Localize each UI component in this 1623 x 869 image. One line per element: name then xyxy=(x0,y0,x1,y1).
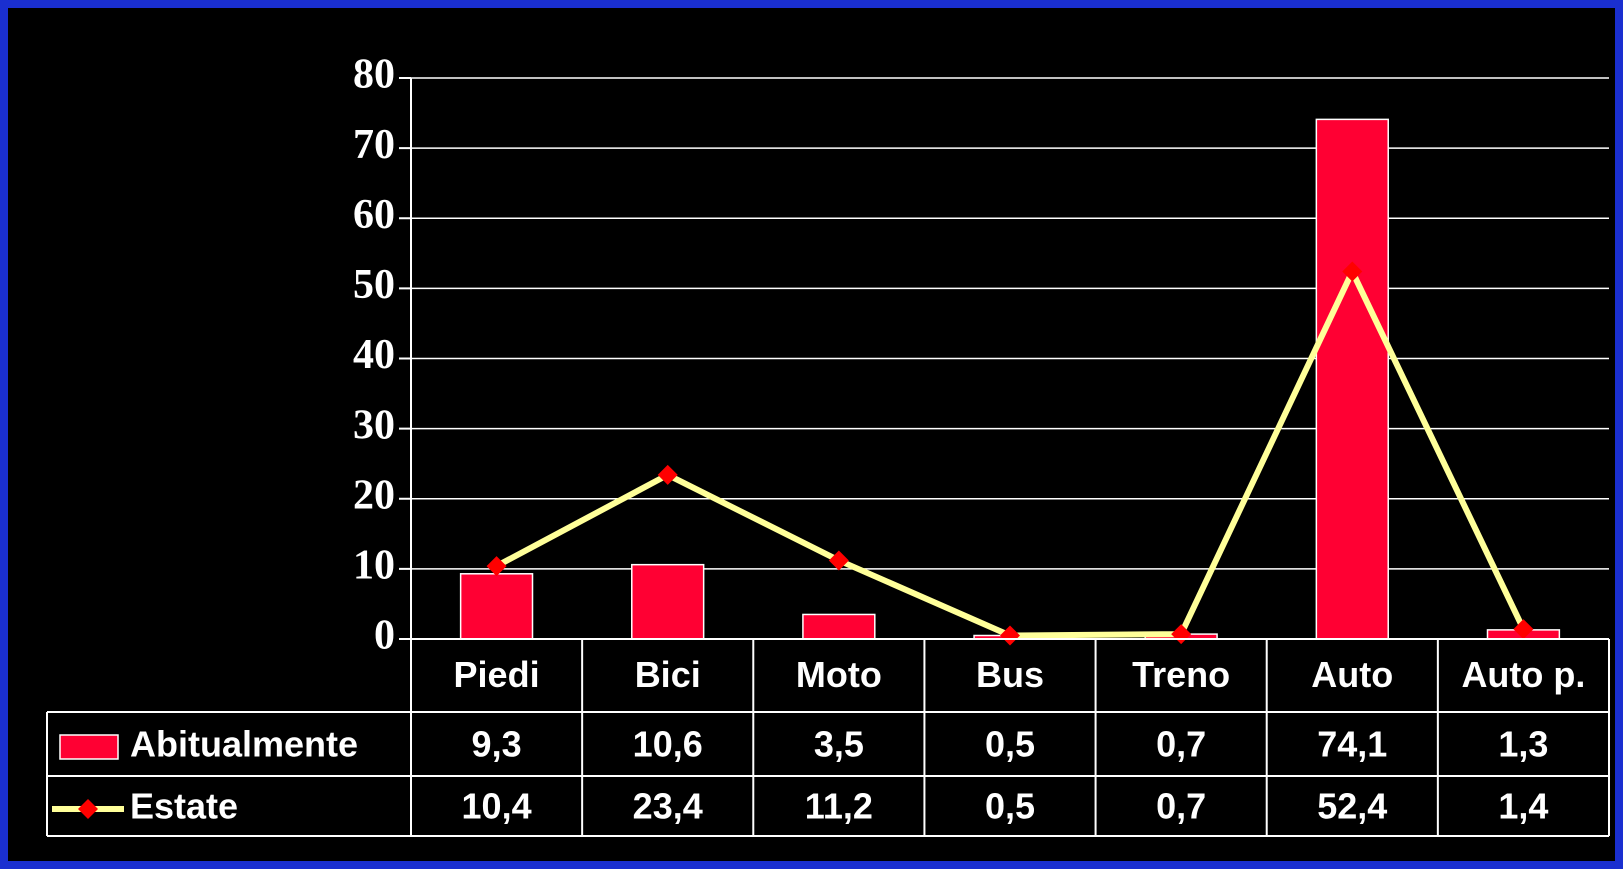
y-tick-label: 70 xyxy=(353,122,395,168)
marker xyxy=(1342,261,1363,282)
bar xyxy=(459,573,534,640)
marker xyxy=(1513,619,1534,640)
y-tick-label: 80 xyxy=(353,52,395,98)
marker xyxy=(486,556,507,577)
marker xyxy=(828,550,849,571)
marker xyxy=(657,464,678,485)
data-label: 9,3 xyxy=(472,724,522,765)
y-tick-label: 40 xyxy=(353,332,395,378)
y-tick-label: 10 xyxy=(353,543,395,589)
bar xyxy=(1315,118,1389,640)
data-label: 74,1 xyxy=(1317,724,1387,765)
data-label: 1,3 xyxy=(1498,724,1548,765)
data-label: 0,7 xyxy=(1156,786,1206,827)
x-tick-label: Bici xyxy=(635,654,701,695)
x-tick-label: Moto xyxy=(796,654,882,695)
legend-label: Estate xyxy=(130,786,238,827)
data-label: 3,5 xyxy=(814,724,864,765)
data-label: 0,5 xyxy=(985,724,1035,765)
data-label: 11,2 xyxy=(805,786,873,827)
data-label: 10,4 xyxy=(462,786,532,827)
legend-label: Abitualmente xyxy=(130,724,358,765)
data-label: 0,5 xyxy=(985,786,1035,827)
x-tick-label: Bus xyxy=(976,654,1044,695)
data-label: 10,6 xyxy=(633,724,703,765)
data-label: 0,7 xyxy=(1156,724,1206,765)
marker xyxy=(1000,625,1020,646)
legend-marker xyxy=(78,799,98,819)
y-tick-label: 60 xyxy=(353,192,395,238)
x-tick-label: Auto xyxy=(1311,654,1393,695)
x-tick-label: Treno xyxy=(1132,654,1230,695)
bar xyxy=(631,563,705,640)
data-label: 23,4 xyxy=(633,786,703,827)
data-label: 1,4 xyxy=(1498,786,1548,827)
x-tick-label: Auto p. xyxy=(1461,654,1585,695)
y-tick-label: 30 xyxy=(353,402,395,448)
x-tick-label: Piedi xyxy=(454,654,540,695)
data-label: 52,4 xyxy=(1317,786,1387,827)
y-tick-label: 0 xyxy=(374,613,395,659)
bar xyxy=(802,613,876,640)
y-tick-label: 20 xyxy=(353,472,395,518)
y-tick-label: 50 xyxy=(353,262,395,308)
legend-swatch xyxy=(59,734,119,760)
